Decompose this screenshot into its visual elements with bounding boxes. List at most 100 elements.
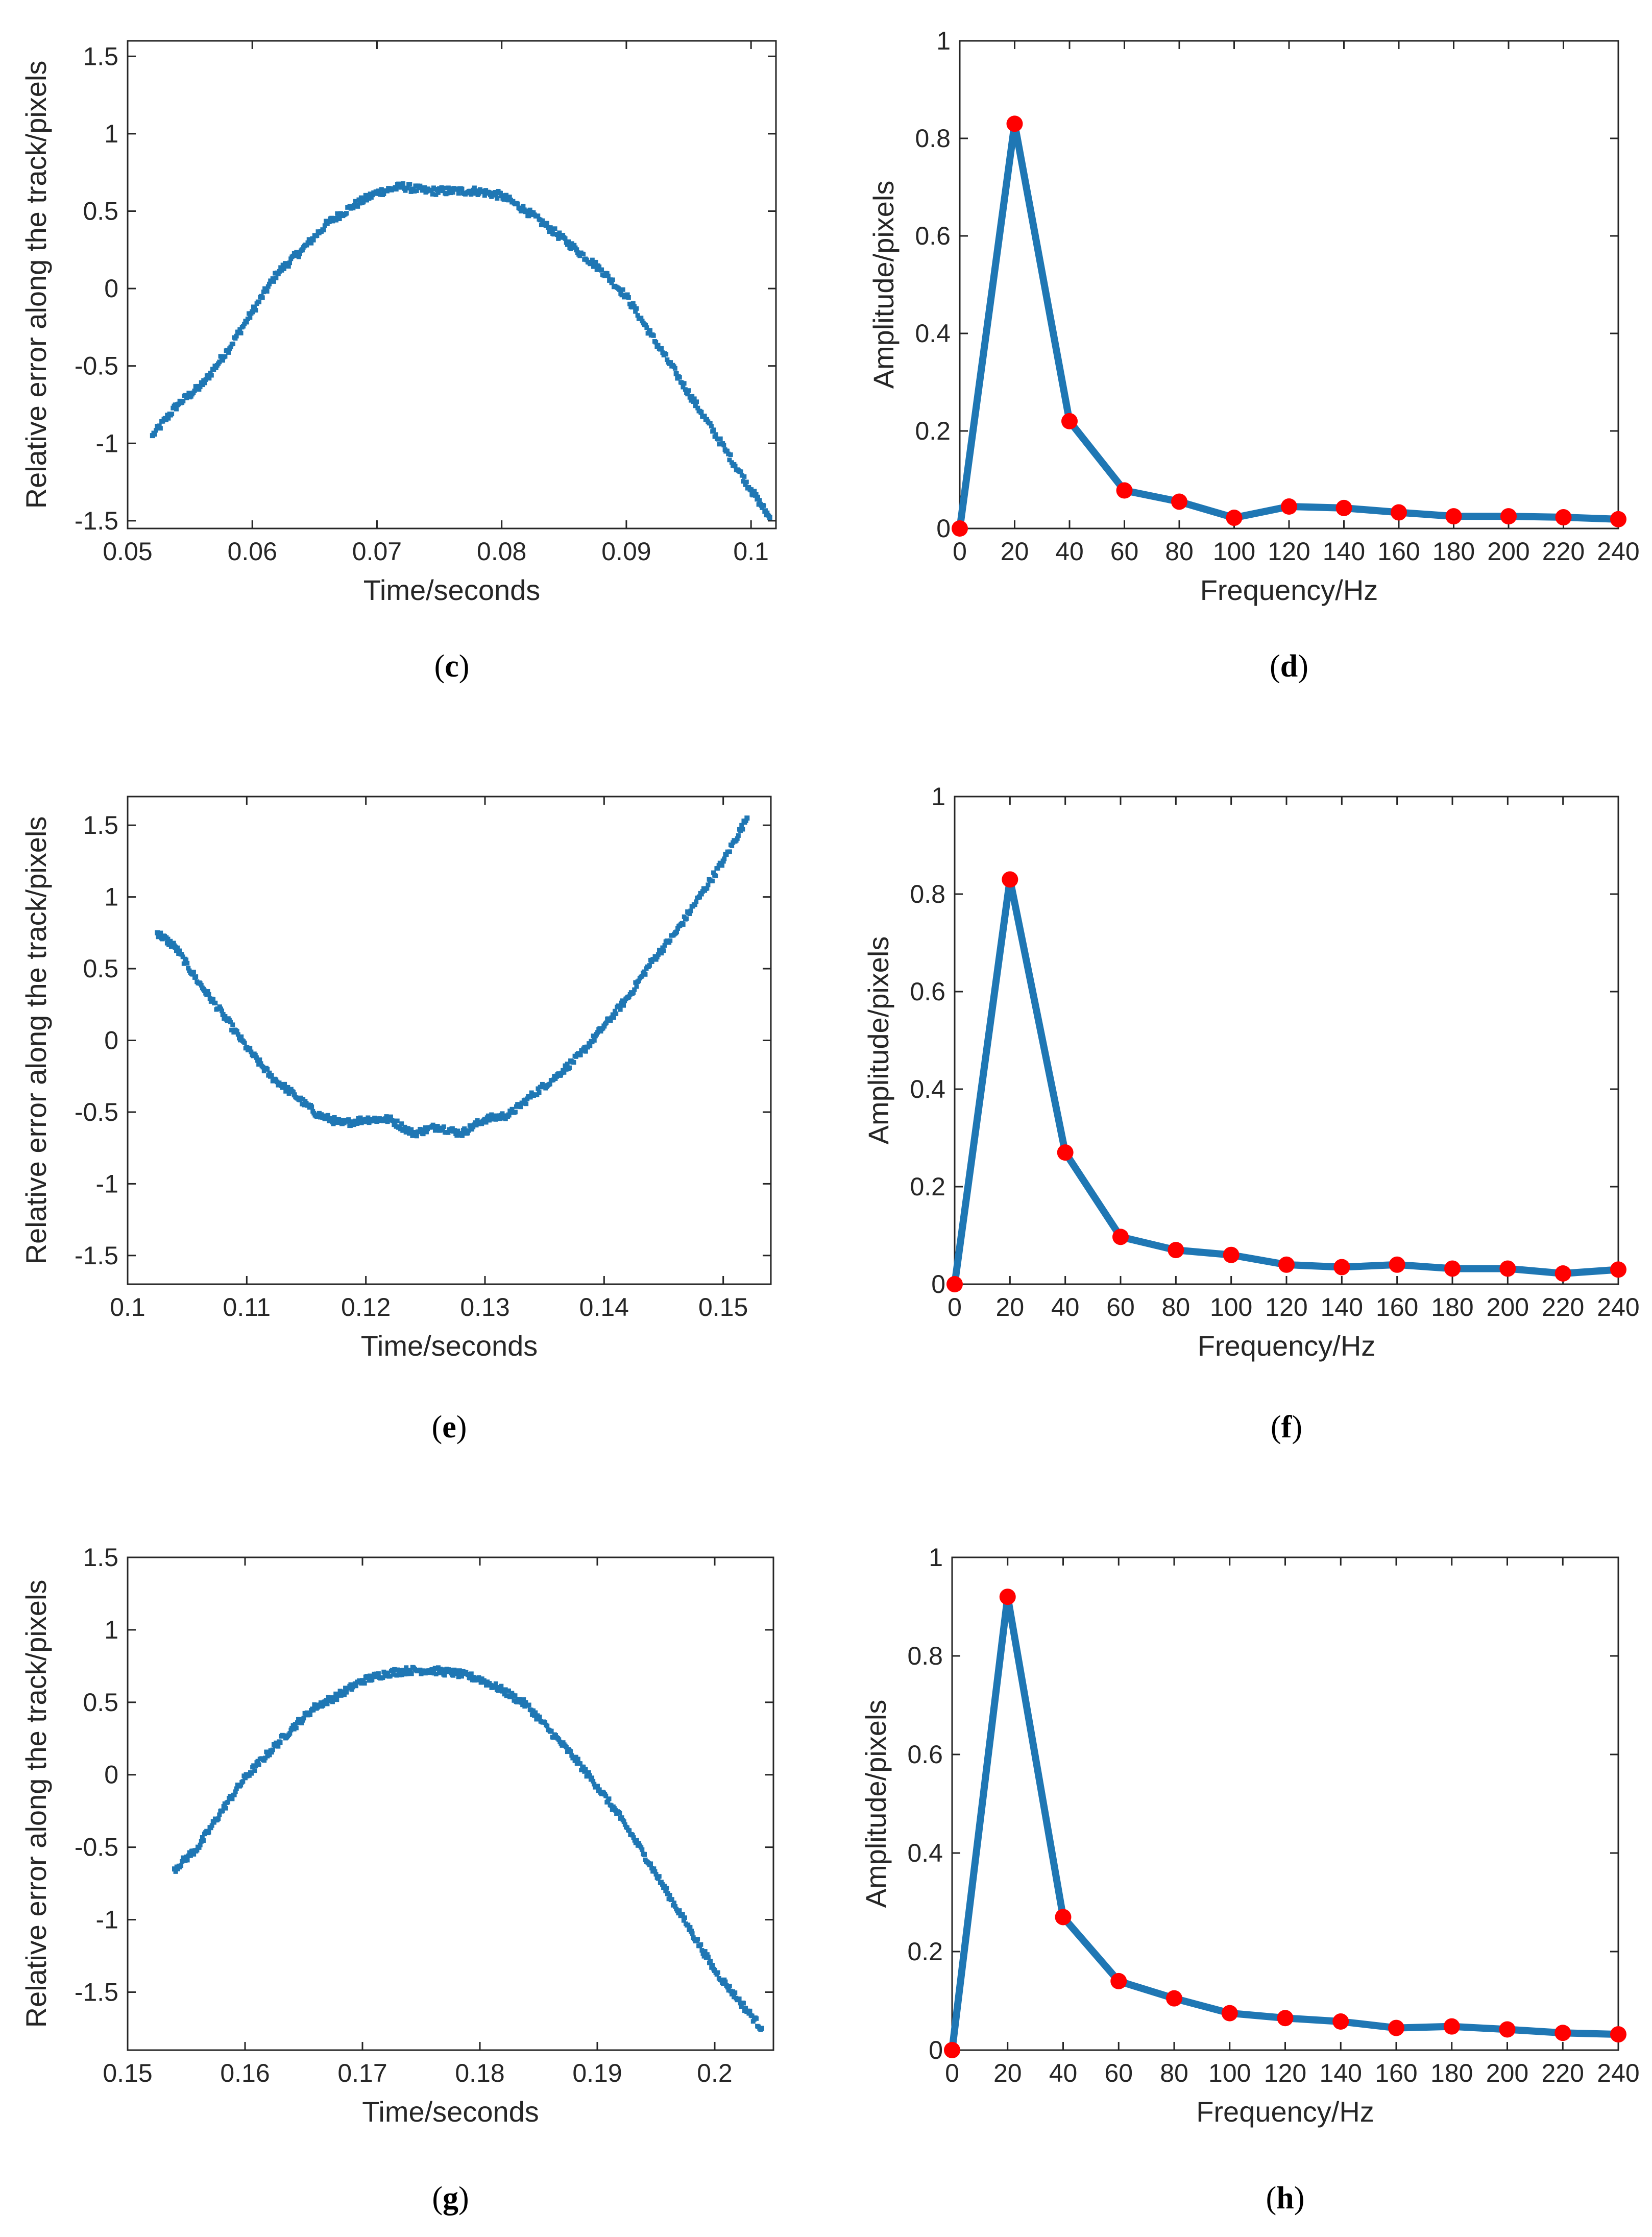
sample-point (637, 1841, 642, 1846)
sample-point (568, 1749, 573, 1754)
sample-point (587, 1773, 592, 1778)
sample-point (642, 969, 647, 974)
data-marker (1221, 2005, 1238, 2022)
sample-point (725, 448, 730, 453)
sample-point (578, 1761, 583, 1766)
x-tick-label: 0 (945, 2059, 959, 2087)
sample-point (655, 952, 661, 957)
x-tick-label: 0.14 (579, 1293, 629, 1321)
sample-point (711, 870, 716, 875)
sample-point (566, 239, 571, 244)
sample-point (590, 257, 595, 262)
sample-point (605, 273, 611, 278)
sample-point (198, 384, 203, 390)
data-marker (952, 520, 968, 537)
sample-point (653, 340, 659, 345)
sample-point (237, 327, 242, 332)
sample-point (537, 1090, 542, 1095)
sample-point (592, 262, 597, 267)
sample-point (621, 1819, 626, 1824)
sample-point (686, 1922, 691, 1928)
sample-point (287, 1731, 293, 1736)
sample-point (727, 849, 732, 854)
sample-point (622, 1822, 627, 1827)
sample-point (217, 359, 222, 365)
sample-point (552, 1074, 557, 1079)
sample-point (291, 1090, 296, 1095)
sample-point (533, 1710, 538, 1715)
sample-point (741, 479, 746, 484)
sample-point (685, 392, 690, 397)
panel-e: 0.1 0.11 0.12 0.13 0.14 0.15 -1.5 -1 -0.5 0 0.5 1 1.… (20, 796, 772, 1445)
sample-point (720, 863, 725, 868)
y-tick-label: -0.5 (75, 352, 118, 380)
sample-point (361, 200, 366, 205)
sample-point (261, 1069, 266, 1074)
y-tick-label: 0 (936, 514, 951, 543)
x-tick-label: 100 (1213, 537, 1255, 566)
sample-point (608, 1018, 613, 1023)
sample-point (503, 1687, 508, 1692)
sample-point (556, 1737, 562, 1742)
sample-point (223, 1806, 228, 1811)
sample-point (459, 1674, 464, 1679)
sample-point (200, 1835, 205, 1840)
sample-point (304, 243, 309, 248)
x-tick-label: 0 (953, 537, 967, 566)
sample-point (157, 423, 162, 428)
sample-point (376, 1671, 381, 1676)
sample-point (220, 1809, 225, 1814)
x-tick-label: 0.08 (477, 537, 526, 566)
sample-point (700, 1951, 706, 1956)
x-tick-label: 0.06 (228, 537, 277, 566)
sample-point (715, 1970, 720, 1975)
sample-point (208, 370, 213, 375)
sample-point (166, 942, 172, 947)
sample-point (583, 1767, 588, 1772)
sample-point (401, 181, 406, 186)
sample-point (213, 1000, 218, 1005)
series-line (956, 120, 1622, 532)
sample-point (434, 1124, 439, 1129)
sample-point (278, 265, 283, 270)
sample-point (483, 1120, 489, 1125)
sample-point (309, 240, 314, 246)
sample-point (708, 421, 713, 426)
scatter-points (150, 181, 772, 520)
sample-point (206, 992, 211, 997)
sample-point (414, 188, 419, 193)
sample-point (269, 1073, 274, 1078)
x-tick-label: 160 (1376, 1293, 1418, 1321)
sample-point (384, 1670, 390, 1675)
x-tick-label: 140 (1323, 537, 1365, 566)
sample-point (636, 978, 641, 983)
sample-point (573, 1054, 578, 1059)
sample-point (442, 1673, 447, 1678)
sample-point (419, 1127, 424, 1132)
sample-point (698, 1942, 703, 1947)
data-marker (1554, 2025, 1571, 2041)
y-tick-label: 1 (104, 119, 118, 148)
sample-point (618, 1007, 623, 1012)
sample-point (385, 1119, 390, 1124)
x-tick-label: 0.1 (110, 1293, 145, 1321)
sample-point (672, 366, 677, 371)
x-tick-label: 180 (1431, 1293, 1473, 1321)
data-marker (1277, 2010, 1294, 2027)
data-marker (1110, 1973, 1127, 1989)
sample-point (456, 191, 461, 196)
y-tick-label: 0.2 (910, 1172, 945, 1201)
sample-point (632, 987, 637, 992)
sample-point (381, 191, 386, 196)
sample-point (203, 377, 208, 382)
sample-point (209, 1823, 214, 1828)
data-point (673, 371, 679, 376)
x-tick-label: 20 (996, 1293, 1025, 1321)
sample-point (677, 375, 682, 380)
sample-point (681, 384, 686, 390)
sample-point (403, 1129, 408, 1135)
sample-point (722, 856, 727, 861)
sample-point (424, 1129, 429, 1135)
y-tick-label: 0.8 (915, 124, 951, 153)
